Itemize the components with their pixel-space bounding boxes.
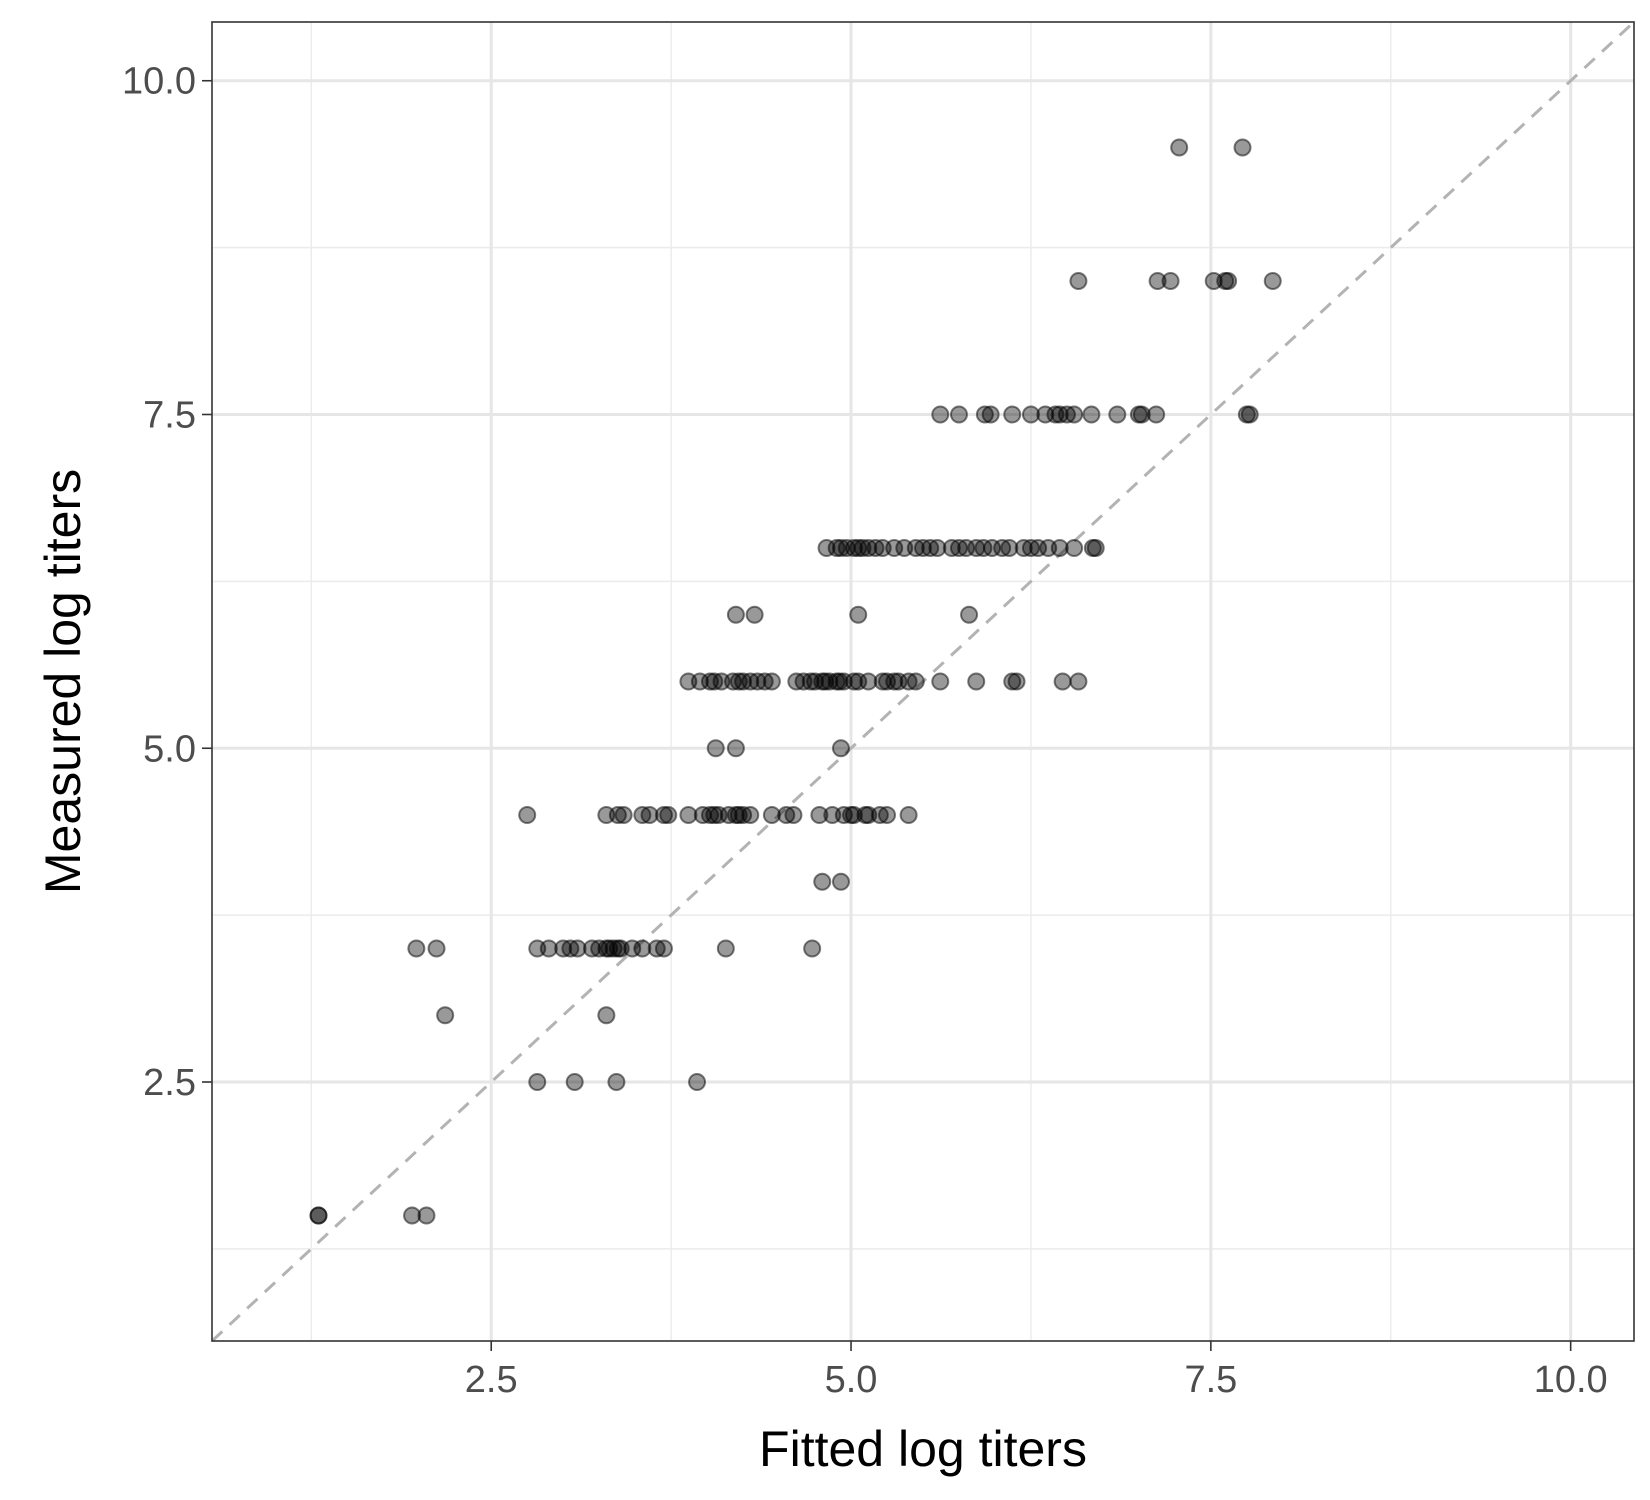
data-point [1000, 538, 1019, 557]
x-tick-label: 2.5 [465, 1359, 518, 1401]
data-point [859, 672, 878, 691]
y-tick-label: 10.0 [122, 61, 196, 103]
data-point [844, 672, 863, 691]
data-point [427, 939, 446, 958]
data-point [1007, 672, 1026, 691]
data-point [803, 939, 822, 958]
data-point [906, 672, 925, 691]
data-point [1069, 271, 1088, 290]
y-axis-title: Measured log titers [35, 469, 91, 894]
data-point [1069, 672, 1088, 691]
x-tick-label: 10.0 [1534, 1359, 1608, 1401]
data-point [417, 1206, 436, 1225]
y-tick-label: 2.5 [143, 1062, 196, 1104]
data-point [1065, 538, 1084, 557]
data-point [1086, 538, 1105, 557]
data-point [1219, 271, 1238, 290]
data-point [436, 1006, 455, 1025]
data-point [309, 1206, 328, 1225]
data-point [688, 1073, 707, 1092]
data-point [1263, 271, 1282, 290]
data-point [518, 806, 537, 825]
data-point [726, 605, 745, 624]
data-point [403, 1206, 422, 1225]
data-point [597, 1006, 616, 1025]
data-point [528, 1073, 547, 1092]
data-point [931, 672, 950, 691]
data-point [607, 1073, 626, 1092]
data-point [745, 605, 764, 624]
data-point [1003, 672, 1022, 691]
data-point [706, 739, 725, 758]
data-point [705, 806, 724, 825]
data-point [1233, 138, 1252, 157]
panel-border [211, 21, 1635, 1342]
data-point [831, 872, 850, 891]
data-point [849, 605, 868, 624]
data-point [810, 806, 829, 825]
y-tick-label: 7.5 [143, 394, 196, 436]
data-point [885, 672, 904, 691]
data-point [960, 605, 979, 624]
data-point [654, 806, 673, 825]
data-point [949, 405, 968, 424]
data-point [967, 672, 986, 691]
data-point [1050, 538, 1069, 557]
data-point [539, 939, 558, 958]
plot-area [210, 20, 1636, 1343]
data-point [659, 806, 678, 825]
y-tick-label: 5.0 [143, 728, 196, 770]
x-axis: 2.5 5.0 7.5 10.0 [465, 1341, 1608, 1401]
data-point [1161, 271, 1180, 290]
data-point [831, 739, 850, 758]
data-point [407, 939, 426, 958]
data-point [1132, 405, 1151, 424]
data-point [716, 939, 735, 958]
data-point [928, 538, 947, 557]
data-point [640, 806, 659, 825]
data-point [568, 939, 587, 958]
data-point [565, 1073, 584, 1092]
x-tick-label: 7.5 [1184, 1359, 1237, 1401]
data-point [762, 806, 781, 825]
x-tick-label: 5.0 [825, 1359, 878, 1401]
data-point [1065, 405, 1084, 424]
x-axis-title: Fitted log titers [759, 1421, 1087, 1477]
data-point [1003, 405, 1022, 424]
data-point [1053, 672, 1072, 691]
data-point [614, 806, 633, 825]
data-point [975, 405, 994, 424]
data-point [654, 939, 673, 958]
data-point [830, 672, 849, 691]
data-point [741, 806, 760, 825]
y-axis: 2.5 5.0 7.5 10.0 [122, 61, 212, 1104]
data-points [309, 138, 1282, 1225]
data-point [1148, 271, 1167, 290]
data-point [762, 672, 781, 691]
data-point [981, 405, 1000, 424]
data-point [1021, 405, 1040, 424]
data-point [1082, 405, 1101, 424]
major-gridlines [212, 22, 1634, 1341]
data-point [1147, 405, 1166, 424]
data-point [1170, 138, 1189, 157]
data-point [813, 872, 832, 891]
data-point [679, 806, 698, 825]
data-point [1240, 405, 1259, 424]
data-point [831, 538, 850, 557]
data-point [899, 806, 918, 825]
data-point [608, 806, 627, 825]
data-point [726, 739, 745, 758]
data-point [1108, 405, 1127, 424]
data-point [633, 939, 652, 958]
minor-gridlines [212, 22, 1634, 1341]
data-point [784, 806, 803, 825]
data-point [853, 538, 872, 557]
data-point [931, 405, 950, 424]
data-point [878, 806, 897, 825]
